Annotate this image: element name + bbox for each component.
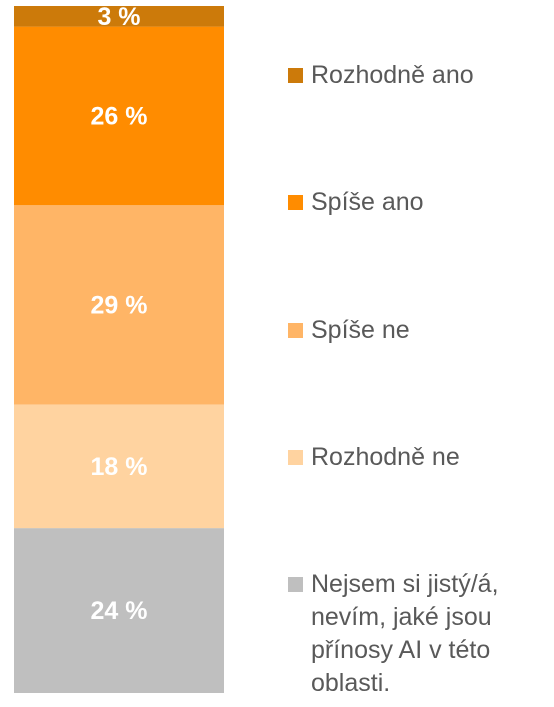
legend-label: Rozhodně ne xyxy=(311,443,460,471)
bar-segment xyxy=(14,6,224,27)
legend-label: Nejsem si jistý/á, nevím, jaké jsou přín… xyxy=(311,570,499,697)
bar-segment xyxy=(14,26,224,206)
legend-swatch xyxy=(288,323,303,338)
data-label: 26 % xyxy=(91,103,148,131)
legend-item: Spíše ano xyxy=(288,186,550,219)
bar-segment xyxy=(14,404,224,529)
bar-segment xyxy=(14,205,224,405)
data-label: 18 % xyxy=(91,453,148,481)
data-label: 3 % xyxy=(97,3,140,31)
legend-label: Spíše ano xyxy=(311,188,424,216)
legend-swatch xyxy=(288,450,303,465)
bar-segment xyxy=(14,528,224,693)
legend-swatch xyxy=(288,195,303,210)
data-label: 29 % xyxy=(91,291,148,319)
data-label: 24 % xyxy=(91,597,148,625)
legend-item: Spíše ne xyxy=(288,314,550,347)
legend-item: Nejsem si jistý/á, nevím, jaké jsou přín… xyxy=(288,568,550,700)
legend-label: Spíše ne xyxy=(311,316,410,344)
legend-swatch xyxy=(288,577,303,592)
legend-label: Rozhodně ano xyxy=(311,61,474,89)
legend-item: Rozhodně ne xyxy=(288,441,550,474)
legend-item: Rozhodně ano xyxy=(288,59,550,92)
legend-swatch xyxy=(288,68,303,83)
